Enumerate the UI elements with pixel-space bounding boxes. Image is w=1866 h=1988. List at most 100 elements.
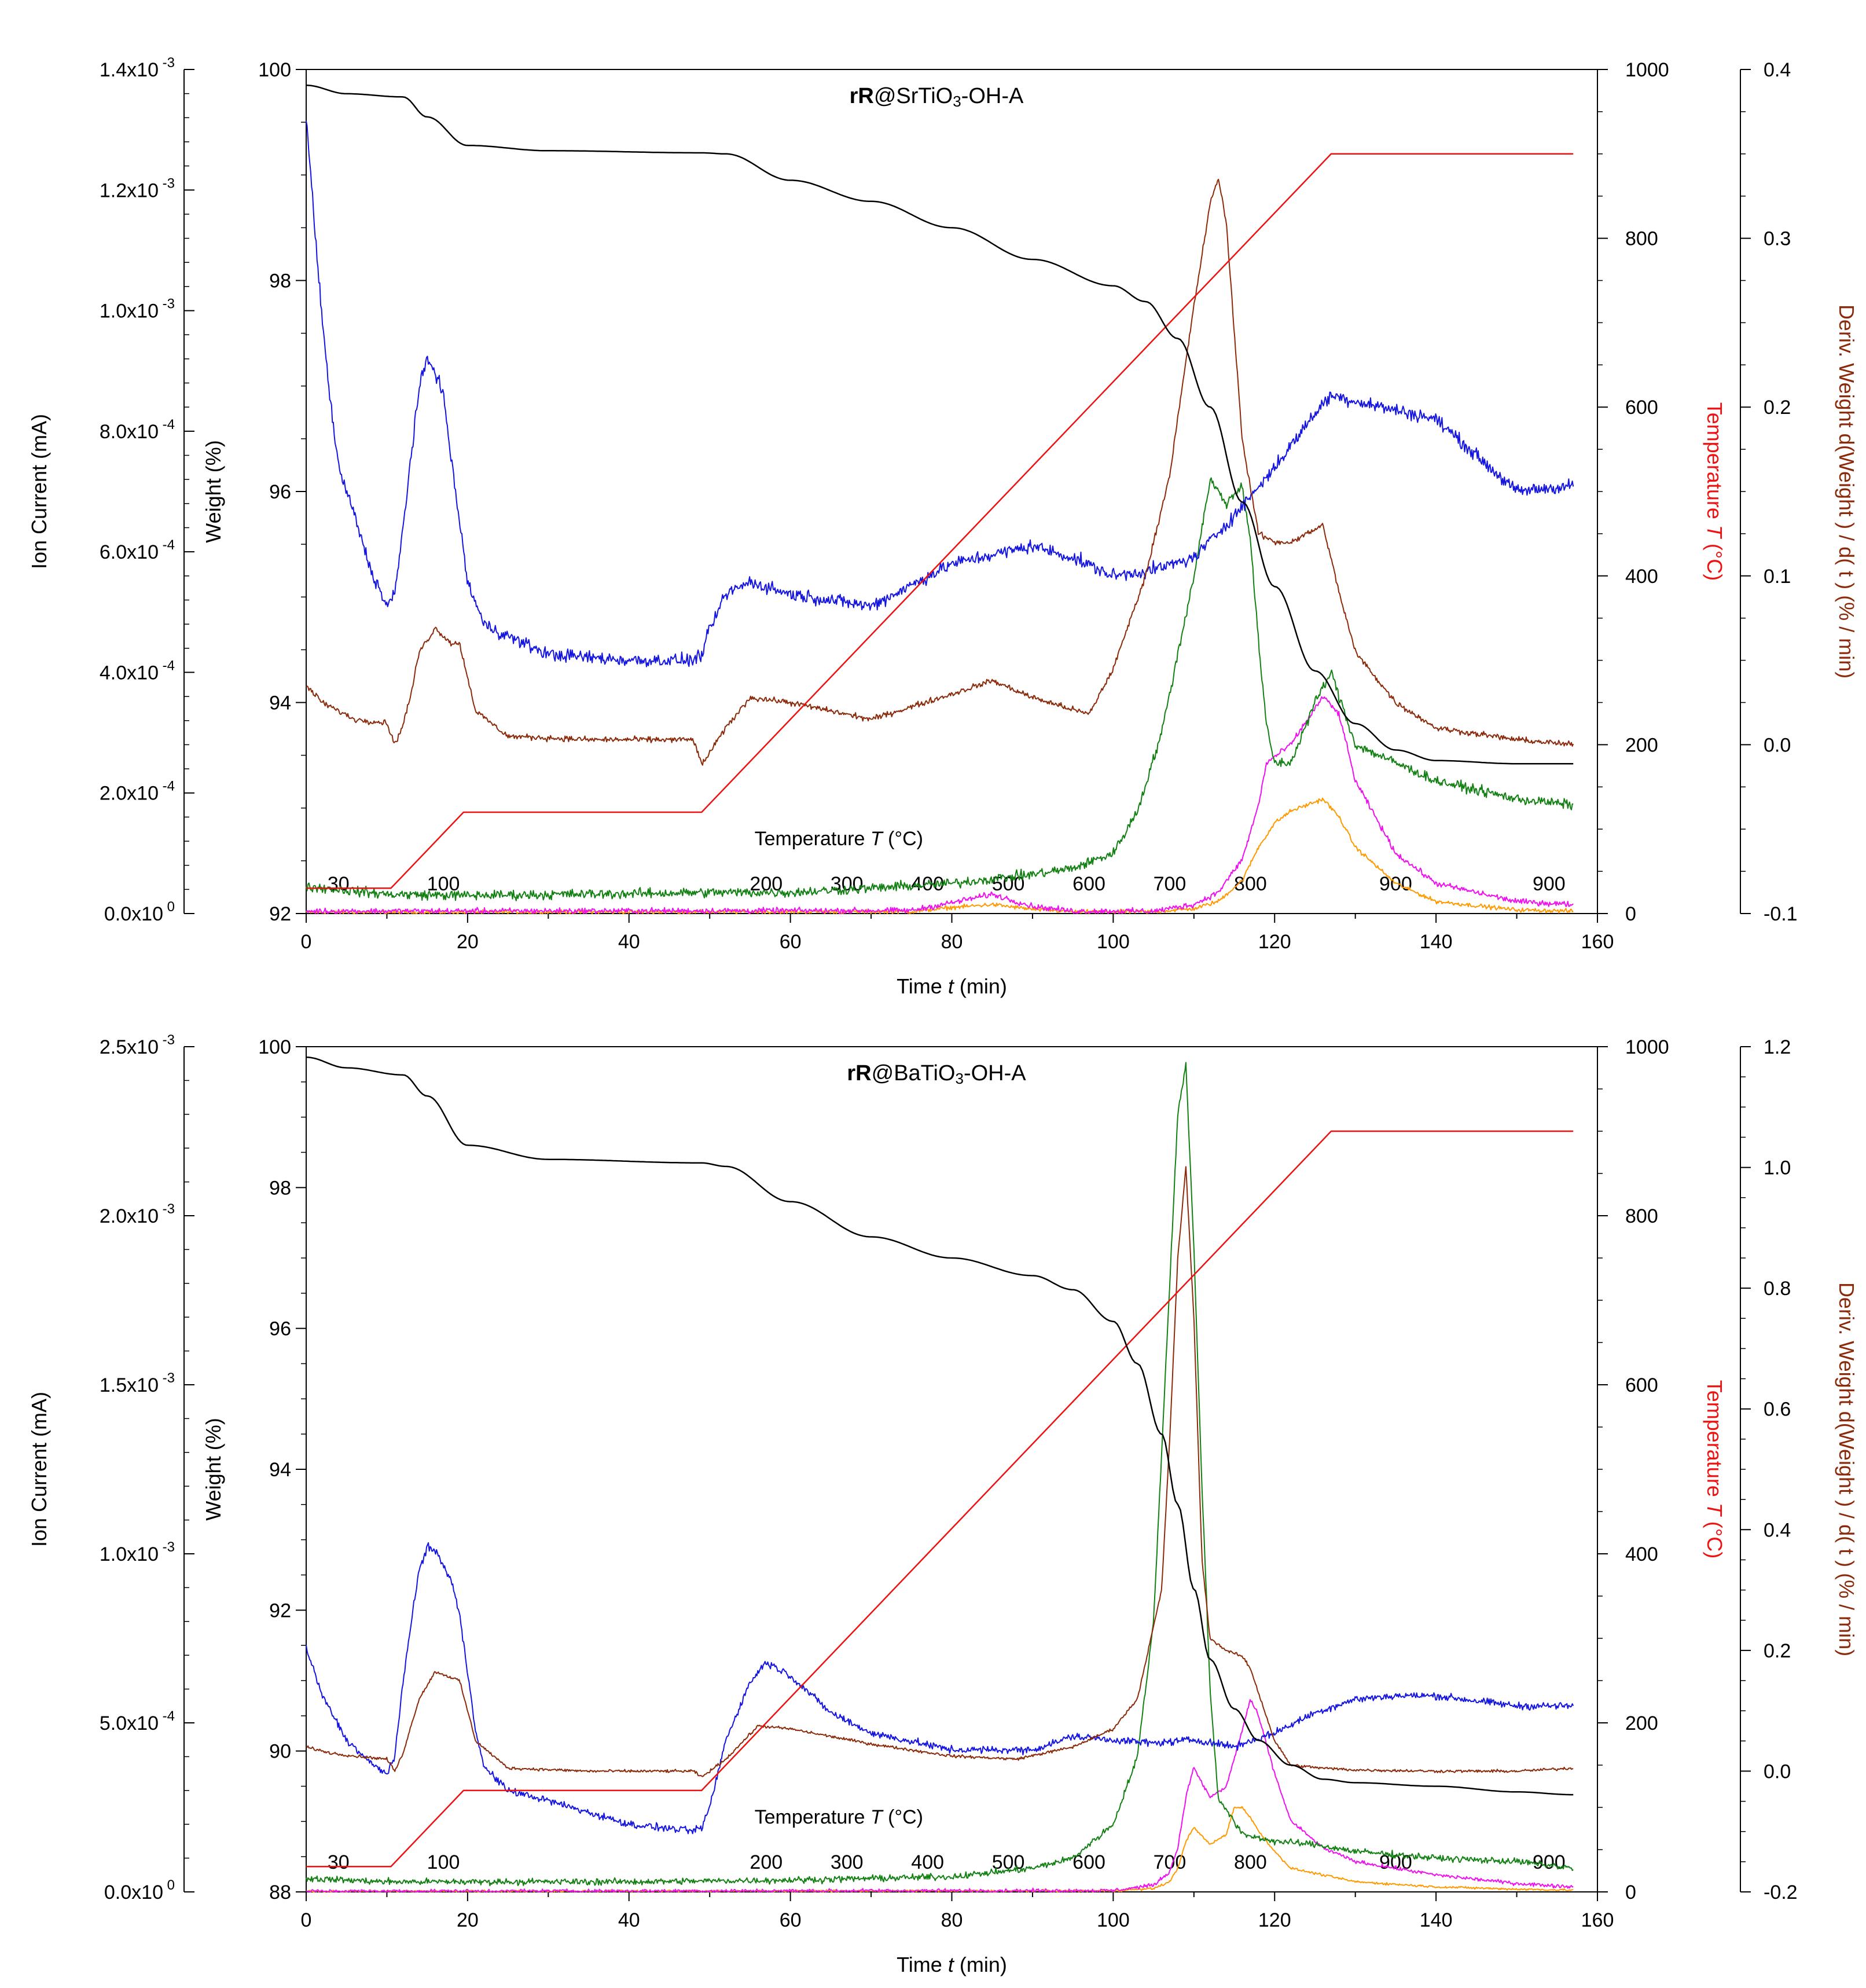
x-tick-label: 100 (1097, 931, 1130, 953)
series-deriv-weight (306, 1166, 1574, 1777)
ion-tick-label: 0.0x10 0 (104, 1877, 175, 1903)
ion-tick-label: 1.0x10 -3 (100, 1539, 175, 1565)
weight-tick-label: 96 (269, 1318, 291, 1340)
deriv-tick-label: 0.0 (1764, 734, 1791, 756)
weight-tick-label: 98 (269, 1177, 291, 1199)
series-temperature (306, 153, 1574, 889)
x-tick-label: 60 (780, 931, 802, 953)
temperature-mark-label: 100 (427, 1851, 460, 1873)
x-tick-label: 0 (301, 931, 312, 953)
ion-tick-label: 1.0x10 -3 (100, 296, 175, 322)
x-tick-label: 120 (1258, 931, 1291, 953)
x-tick-label: 20 (457, 931, 479, 953)
weight-tick-label: 92 (269, 903, 291, 925)
deriv-tick-label: 1.0 (1764, 1157, 1791, 1179)
ion-tick-label: 2.0x10 -4 (100, 779, 175, 805)
deriv-tick-label: 0.4 (1764, 1519, 1791, 1541)
ion-tick-label: 4.0x10 -4 (100, 658, 175, 684)
temperature-tick-label: 0 (1625, 903, 1636, 925)
x-tick-label: 140 (1420, 1909, 1453, 1931)
deriv-tick-label: 1.2 (1764, 1036, 1791, 1058)
x-tick-label: 100 (1097, 1909, 1130, 1931)
temperature-mark-label: 200 (750, 1851, 783, 1873)
deriv-tick-label: 0.8 (1764, 1278, 1791, 1300)
temperature-tick-label: 200 (1625, 1712, 1658, 1734)
ion-tick-label: 1.5x10 -3 (100, 1370, 175, 1396)
x-tick-label: 60 (780, 1909, 802, 1931)
ion-tick-label: 8.0x10 -4 (100, 417, 175, 443)
temperature-axis-title: Temperature T (°C) (1703, 402, 1727, 581)
series-ion-current-magenta (306, 1699, 1574, 1892)
temperature-inline-label: Temperature T (°C) (755, 1806, 923, 1828)
weight-tick-label: 92 (269, 1600, 291, 1622)
temperature-axis-title: Temperature T (°C) (1703, 1380, 1727, 1558)
deriv-tick-label: 0.4 (1764, 59, 1791, 81)
weight-tick-label: 94 (269, 692, 291, 714)
weight-axis-title: Weight (%) (201, 1418, 225, 1520)
ion-tick-label: 2.0x10 -3 (100, 1201, 175, 1227)
x-axis-title: Time t (min) (897, 1953, 1007, 1976)
deriv-tick-label: 0.6 (1764, 1399, 1791, 1421)
weight-tick-label: 94 (269, 1459, 291, 1481)
temperature-mark-label: 400 (911, 1851, 944, 1873)
temperature-inline-label: Temperature T (°C) (755, 828, 923, 850)
series-deriv-weight (306, 178, 1574, 766)
deriv-tick-label: 0.2 (1764, 397, 1791, 419)
x-tick-label: 40 (618, 931, 640, 953)
temperature-mark-label: 900 (1533, 1851, 1566, 1873)
temperature-tick-label: 1000 (1625, 1036, 1669, 1058)
series-ion-current-orange (306, 1806, 1574, 1892)
x-tick-label: 160 (1581, 931, 1614, 953)
deriv-tick-label: -0.2 (1764, 1881, 1798, 1903)
x-tick-label: 20 (457, 1909, 479, 1931)
chart-panel-1: 0 20 40 60 80 100 120 140 160 Time t (min) 92 94 96 9… (27, 55, 1858, 998)
temperature-tick-label: 1000 (1625, 59, 1669, 81)
ion-axis-title: Ion Current (mA) (27, 414, 51, 569)
weight-tick-label: 98 (269, 270, 291, 292)
temperature-tick-label: 400 (1625, 1543, 1658, 1565)
deriv-tick-label: 0.2 (1764, 1640, 1791, 1662)
x-tick-label: 80 (941, 931, 963, 953)
deriv-axis-title: Deriv. Weight d(Weight ) / d( t ) (% / m… (1835, 1282, 1858, 1656)
x-tick-label: 120 (1258, 1909, 1291, 1931)
ion-tick-label: 5.0x10 -4 (100, 1708, 175, 1734)
series-ion-current-green (306, 477, 1574, 901)
temperature-mark-label: 30 (328, 1851, 350, 1873)
temperature-mark-label: 700 (1154, 873, 1187, 895)
temperature-mark-label: 900 (1533, 873, 1566, 895)
temperature-tick-label: 800 (1625, 228, 1658, 250)
temperature-mark-label: 300 (831, 873, 864, 895)
series-ion-current-magenta (306, 696, 1574, 914)
temperature-mark-label: 300 (831, 1851, 864, 1873)
temperature-mark-label: 800 (1234, 873, 1267, 895)
series-ion-current-blue (306, 1542, 1574, 1835)
series-ion-current-blue (306, 120, 1574, 667)
weight-tick-label: 100 (258, 1036, 291, 1058)
weight-tick-label: 88 (269, 1881, 291, 1903)
temperature-tick-label: 800 (1625, 1205, 1658, 1227)
temperature-tick-label: 600 (1625, 1374, 1658, 1396)
x-tick-label: 80 (941, 1909, 963, 1931)
temperature-tick-label: 600 (1625, 397, 1658, 419)
series-temperature (306, 1130, 1574, 1868)
x-tick-label: 140 (1420, 931, 1453, 953)
series-weight (306, 85, 1574, 765)
series-weight (306, 1057, 1574, 1796)
temperature-mark-label: 900 (1379, 873, 1412, 895)
ion-axis-title: Ion Current (mA) (27, 1392, 51, 1547)
x-tick-label: 160 (1581, 1909, 1614, 1931)
x-tick-label: 0 (301, 1909, 312, 1931)
temperature-tick-label: 200 (1625, 734, 1658, 756)
plot-title: rR@SrTiO3-OH-A (850, 84, 1024, 110)
series-ion-current-green (306, 1062, 1574, 1887)
deriv-tick-label: 0.0 (1764, 1760, 1791, 1782)
temperature-tick-label: 400 (1625, 566, 1658, 588)
temperature-mark-label: 600 (1072, 873, 1105, 895)
chart-panel-2: 0 20 40 60 80 100 120 140 160 Time t (min) 88 90 92 9… (27, 1032, 1858, 1976)
temperature-mark-label: 800 (1234, 1851, 1267, 1873)
ion-tick-label: 6.0x10 -4 (100, 537, 175, 563)
ion-tick-label: 0.0x10 0 (104, 899, 175, 925)
deriv-tick-label: 0.1 (1764, 566, 1791, 588)
weight-tick-label: 90 (269, 1741, 291, 1763)
